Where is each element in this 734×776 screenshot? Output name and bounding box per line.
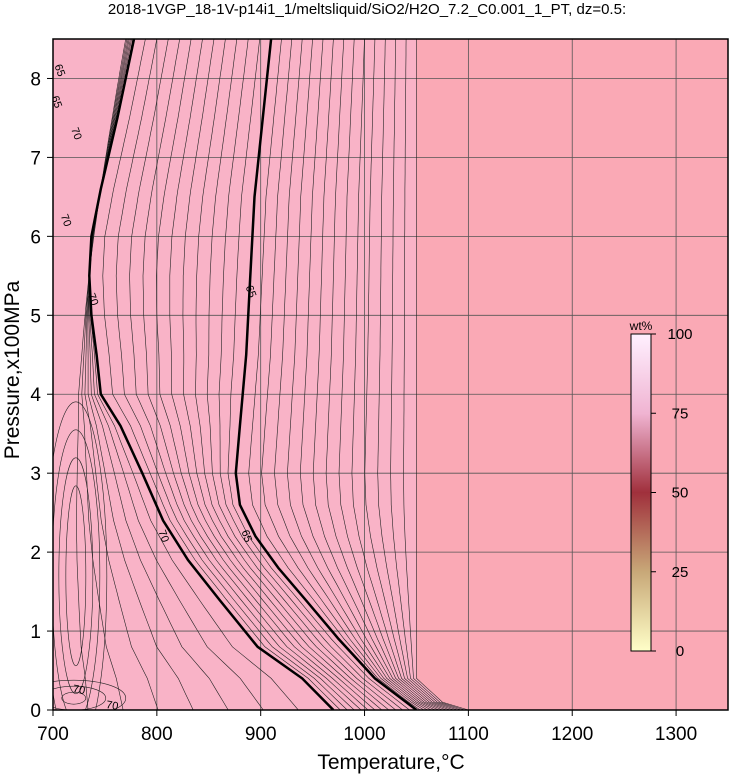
corner-contour-1 (53, 685, 107, 710)
colorbar-gradient (630, 333, 652, 652)
contour-label-5: 65 (243, 284, 258, 300)
loop-contour-3 (53, 401, 108, 710)
contour-label-8: 70 (72, 683, 86, 697)
x-tick-label-1200: 1200 (551, 724, 593, 745)
contour-label-9: 70 (105, 699, 119, 713)
fine-contour-a1 (76, 39, 126, 710)
fine-contour-a3 (84, 39, 159, 710)
fine-contour-b2 (115, 39, 348, 710)
x-tick-label-900: 900 (245, 724, 277, 745)
x-tick-label-800: 800 (141, 724, 173, 745)
corner-contour-0 (61, 691, 87, 705)
x-tick-label-1300: 1300 (655, 724, 697, 745)
fine-contour-b3 (129, 39, 355, 710)
fine-contour-c9 (351, 39, 450, 710)
fine-contour-c5 (299, 39, 436, 710)
x-axis-label: Temperature,°C (317, 751, 464, 774)
fine-contour-b11 (227, 39, 410, 710)
y-tick-label-0: 0 (30, 701, 41, 722)
fine-contour-c8 (338, 39, 447, 710)
colorbar-tick-label-25: 25 (672, 564, 689, 581)
fine-contour-c1 (248, 39, 421, 710)
colorbar-tick-label-100: 100 (667, 326, 692, 343)
fine-contour-c6 (312, 39, 439, 710)
fine-contour-c7 (325, 39, 443, 710)
y-tick-label-1: 1 (30, 622, 41, 643)
fine-contour-b5 (156, 39, 369, 710)
y-tick-label-7: 7 (30, 148, 41, 169)
fine-contour-c2 (261, 39, 425, 710)
boundary-contour (416, 39, 469, 710)
y-tick-label-8: 8 (30, 69, 41, 90)
plot-frame (52, 38, 729, 711)
bold-contour-70 (88, 39, 335, 710)
colorbar-tick-label-75: 75 (672, 405, 689, 422)
contour-labels: 65 65 70 70 70 65 70 65 70 70 (48, 63, 258, 713)
loop-contour-2 (53, 429, 101, 710)
y-tick-label-4: 4 (30, 385, 41, 406)
y-axis-label: Pressure,x100MPa (1, 280, 24, 459)
fine-contour-b9 (206, 39, 396, 710)
colorbar-tick-label-50: 50 (672, 485, 689, 502)
fine-contour-b4 (142, 39, 362, 710)
y-axis: 0 1 2 3 4 5 6 7 8 (30, 69, 53, 722)
contour-label-2: 70 (68, 126, 83, 142)
contour-label-1: 65 (48, 94, 63, 110)
fine-contour-b6 (169, 39, 376, 710)
fine-contour-c4 (287, 39, 432, 710)
fine-contour-a2 (81, 39, 128, 710)
contour-label-3: 70 (58, 213, 73, 229)
fine-contour-b7 (182, 39, 382, 710)
x-tick-label-1100: 1100 (448, 724, 489, 745)
fine-contour-c11 (377, 39, 458, 710)
chart-title: 2018-1VGP_18-1V-p14i1_1/meltsliquid/SiO2… (108, 1, 626, 18)
contour-label-7: 65 (239, 528, 254, 544)
loop-contour-0 (65, 485, 87, 667)
bold-contour-65 (234, 39, 418, 710)
corner-contour-2 (53, 679, 127, 710)
y-tick-label-2: 2 (30, 543, 41, 564)
fine-contour-b1 (102, 39, 341, 710)
colorbar-ticks: 0 25 50 75 100 (651, 326, 693, 660)
contour-label-0: 65 (52, 63, 67, 79)
fine-contour-b10 (218, 39, 403, 710)
fine-contour-c12 (390, 39, 462, 710)
fine-contour-a4 (87, 39, 194, 710)
colorbar-tick-label-0: 0 (676, 643, 684, 660)
x-axis: 700 800 900 1000 1100 1200 1300 (37, 710, 697, 745)
contour-label-4: 70 (85, 292, 100, 308)
x-tick-label-700: 700 (37, 724, 69, 745)
bold-contours (88, 39, 418, 710)
fine-contour-b8 (195, 39, 389, 710)
y-tick-label-6: 6 (30, 227, 41, 248)
plot-area: 65 65 70 70 70 65 70 65 70 70 (48, 39, 728, 713)
y-tick-label-5: 5 (30, 306, 41, 327)
fine-contour-c13 (403, 39, 465, 710)
y-tick-label-3: 3 (30, 464, 41, 485)
fine-contour-c10 (364, 39, 454, 710)
colorbar: wt% 0 25 50 75 100 (629, 319, 693, 660)
fine-contour-c3 (274, 39, 428, 710)
loop-contour-1 (58, 457, 94, 695)
x-tick-label-1000: 1000 (343, 724, 385, 745)
contour-label-6: 70 (155, 528, 170, 544)
colorbar-unit: wt% (629, 319, 653, 333)
